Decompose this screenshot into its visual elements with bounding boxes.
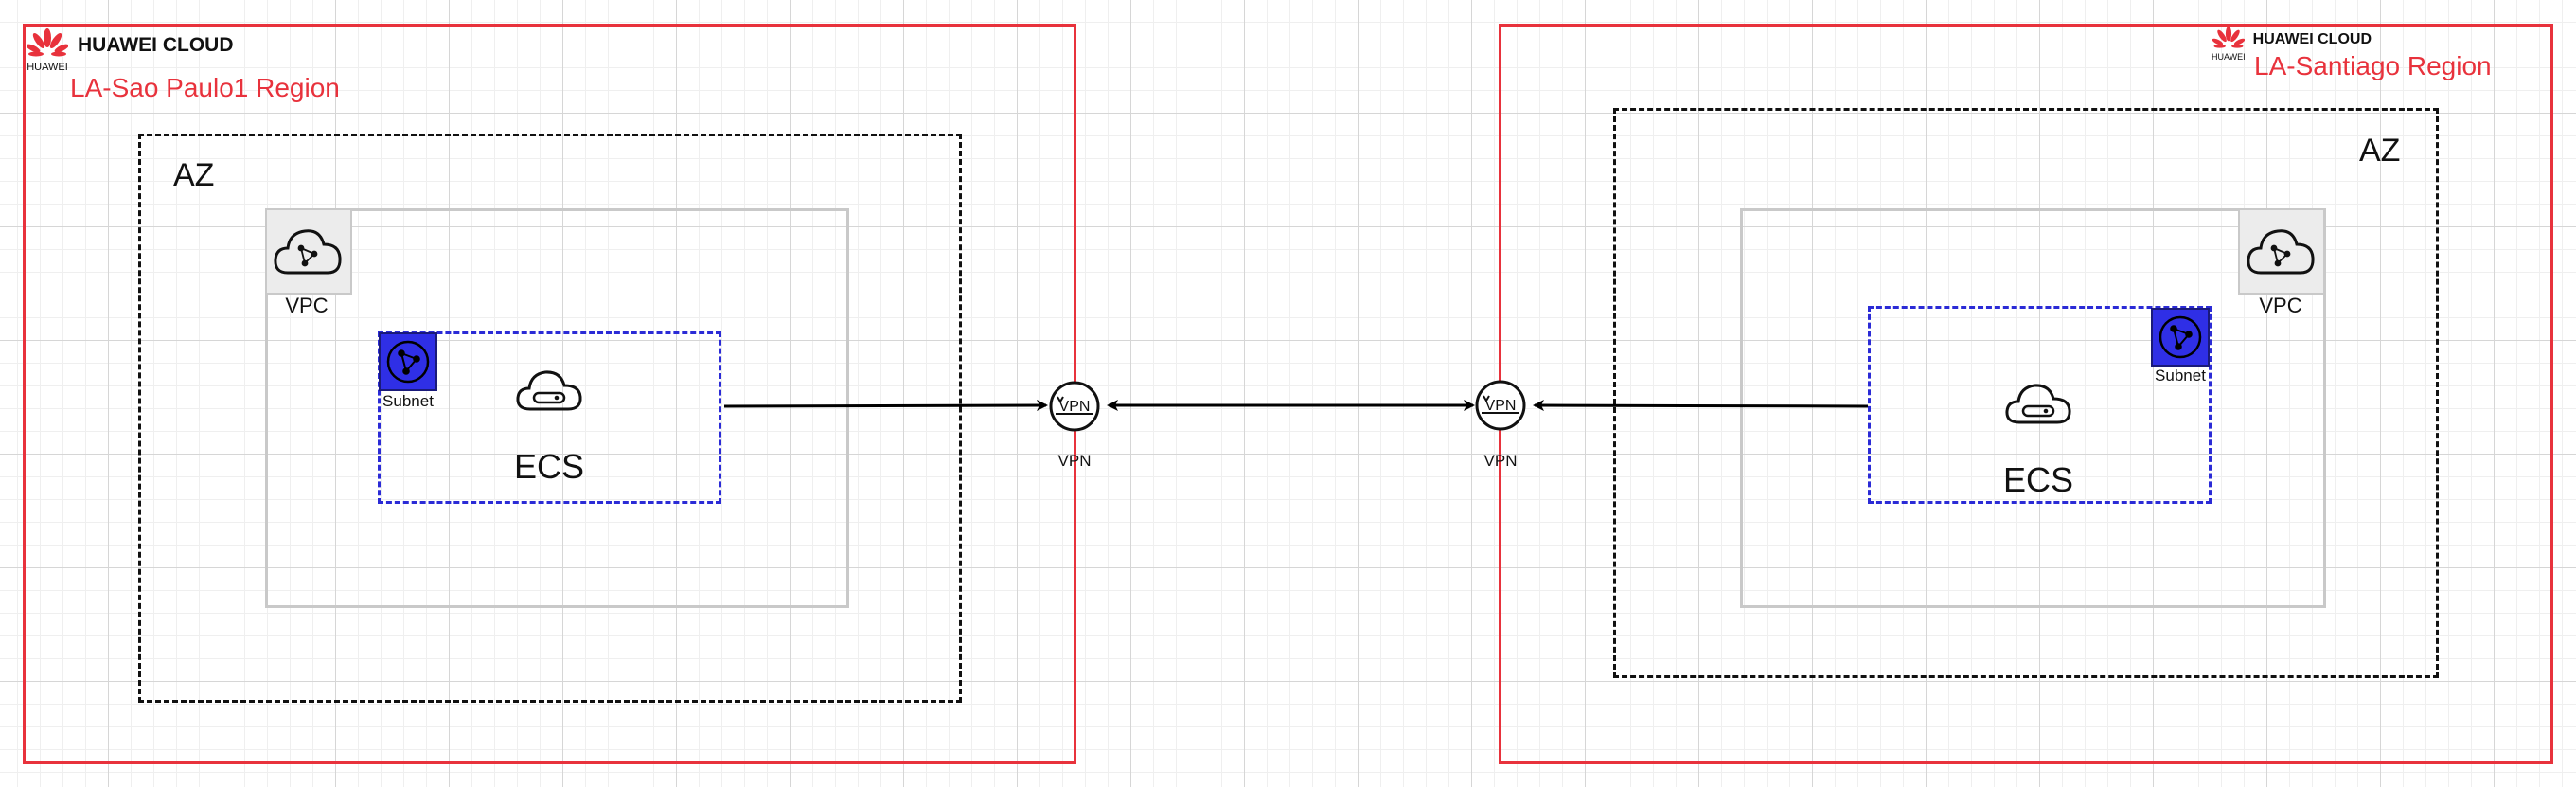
huawei-cloud-wordmark: HUAWEI CLOUD: [78, 34, 234, 56]
huawei-logo-icon: [27, 28, 68, 57]
ecs-server-right[interactable]: [2002, 377, 2074, 434]
az-label-right: AZ: [2359, 133, 2401, 169]
link-ecs-right-to-vpn-right[interactable]: [1533, 400, 1869, 412]
vpn-gateway-icon: VPN: [1475, 380, 1526, 431]
vpn-label-right: VPN: [1483, 452, 1518, 470]
az-box-right[interactable]: [1613, 108, 2439, 678]
vpc-box-right[interactable]: [1740, 208, 2326, 608]
vpc-badge-right[interactable]: [2238, 208, 2325, 295]
svg-text:VPN: VPN: [1485, 398, 1517, 414]
subnet-box-right[interactable]: [1868, 306, 2212, 504]
vpn-gateway-left[interactable]: VPN: [1048, 380, 1101, 433]
ecs-server-left[interactable]: [513, 364, 585, 420]
az-label-left: AZ: [173, 157, 215, 193]
vpn-gateway-icon: VPN: [1049, 381, 1100, 432]
region-label-santiago: LA-Santiago Region: [2254, 51, 2492, 80]
huawei-cloud-logo-right: HUAWEI HUAWEI CLOUD: [2212, 26, 2372, 62]
subnet-icon-left[interactable]: [379, 332, 437, 391]
huawei-sub-label: HUAWEI: [27, 62, 68, 73]
subnet-label-left: Subnet: [382, 392, 434, 410]
az-box-left[interactable]: [138, 134, 962, 703]
vpc-box-left[interactable]: [265, 208, 849, 608]
svg-text:VPN: VPN: [1059, 399, 1091, 415]
vpc-cloud-icon: [2247, 229, 2315, 275]
vpc-label-right: VPC: [2259, 294, 2302, 317]
huawei-logo-icon: [2212, 26, 2245, 48]
subnet-box-left[interactable]: [378, 331, 721, 504]
region-label-sao-paulo: LA-Sao Paulo1 Region: [70, 73, 340, 102]
subnet-label-right: Subnet: [2155, 367, 2206, 385]
ecs-cloud-server-icon: [2005, 384, 2071, 424]
vpn-label-left: VPN: [1057, 452, 1092, 470]
ecs-label-right: ECS: [2002, 460, 2074, 499]
link-ecs-left-to-vpn-left[interactable]: [723, 400, 1048, 412]
subnet-network-icon: [2159, 315, 2202, 359]
ecs-cloud-server-icon: [516, 370, 582, 411]
huawei-cloud-logo-left: HUAWEI HUAWEI CLOUD: [27, 27, 234, 73]
ecs-label-left: ECS: [513, 447, 585, 486]
subnet-network-icon: [386, 340, 430, 384]
huawei-sub-label: HUAWEI: [2212, 52, 2246, 62]
vpc-label-left: VPC: [285, 294, 329, 317]
vpn-gateway-right[interactable]: VPN: [1474, 379, 1527, 432]
vpc-badge-left[interactable]: [265, 208, 352, 295]
huawei-cloud-wordmark: HUAWEI CLOUD: [2252, 31, 2372, 47]
vpc-cloud-icon: [274, 229, 342, 275]
subnet-icon-right[interactable]: [2151, 308, 2210, 367]
